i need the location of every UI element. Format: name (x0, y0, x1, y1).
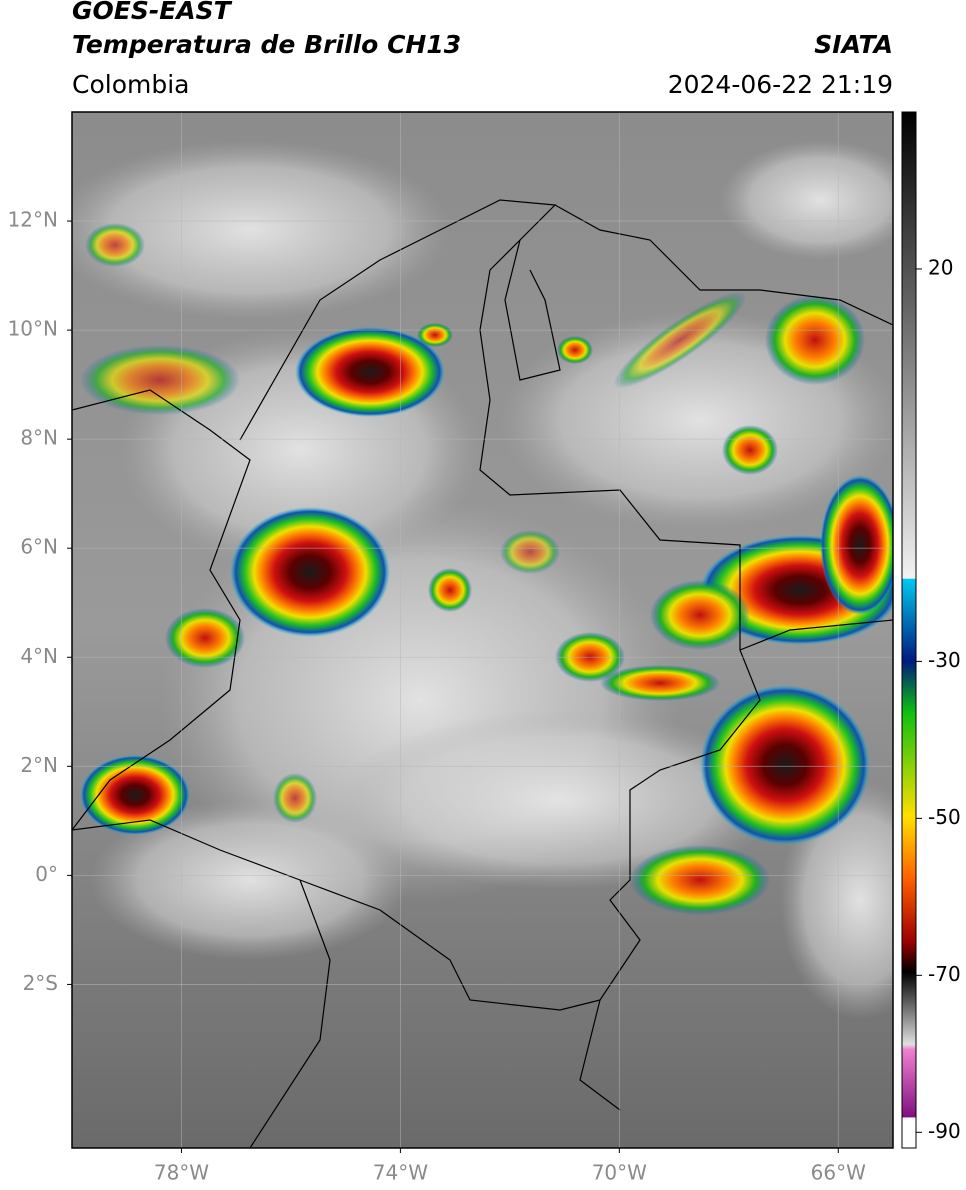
y-tick-label: 6°N (20, 535, 58, 559)
colorbar-tick-label: -90 (928, 1119, 961, 1143)
map-frame (71, 111, 894, 1149)
x-tick-label: 70°W (592, 1161, 647, 1185)
storms (80, 223, 893, 915)
map-area (72, 112, 893, 1148)
colorbar-tick-label: 20 (928, 255, 953, 279)
y-tick-label: 10°N (8, 317, 58, 341)
y-tick-label: 2°N (20, 753, 58, 777)
y-tick-label: 8°N (20, 426, 58, 450)
colorbar-tick-label: -50 (928, 805, 961, 829)
y-tick-label: 4°N (20, 644, 58, 668)
timestamp: 2024-06-22 21:19 (668, 70, 893, 99)
y-tick-label: 12°N (8, 208, 58, 232)
colorbar-tick-label: -70 (928, 962, 961, 986)
x-tick-label: 66°W (811, 1161, 866, 1185)
x-tick-label: 74°W (373, 1161, 428, 1185)
y-tick-label: 0° (35, 862, 58, 886)
colorbar-tick-label: -30 (928, 648, 961, 672)
subtitle: Temperatura de Brillo CH13 (72, 30, 461, 59)
y-tick-label: 2°S (23, 971, 58, 995)
region: Colombia (72, 70, 189, 99)
title: GOES-EAST (72, 0, 233, 25)
source: SIATA (814, 30, 893, 59)
borders (72, 199, 893, 1148)
colorbar (901, 111, 917, 1149)
x-tick-label: 78°W (154, 1161, 209, 1185)
